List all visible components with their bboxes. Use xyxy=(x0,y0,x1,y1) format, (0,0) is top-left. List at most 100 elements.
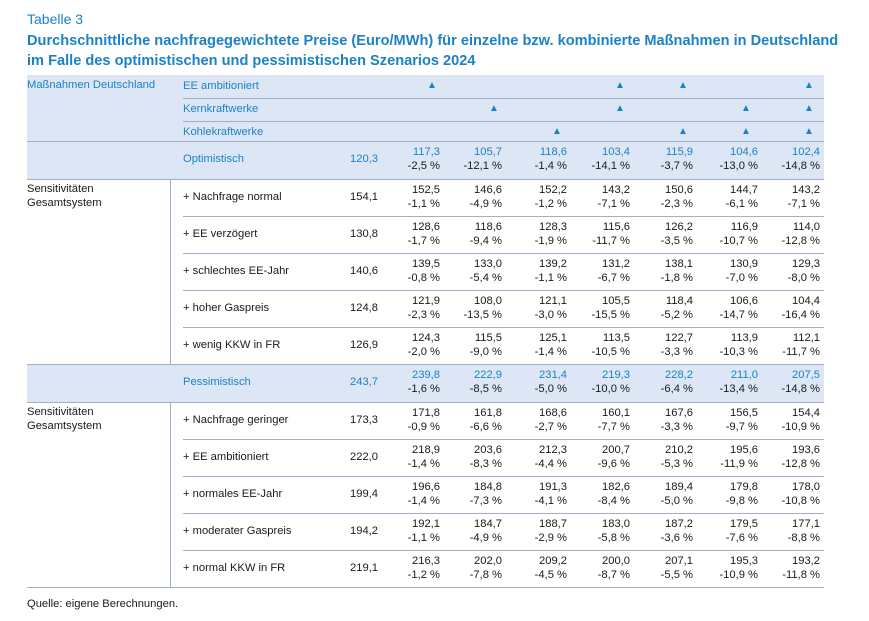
cell-value: 196,6 xyxy=(412,481,440,493)
cell-value: 118,4 xyxy=(665,295,693,307)
row-divider xyxy=(183,476,824,477)
cell-value: 104,4 xyxy=(792,295,820,307)
cell-change: -2,3 % xyxy=(660,198,693,210)
scenario-bottom-border xyxy=(27,402,824,403)
cell-value: 187,2 xyxy=(665,518,693,530)
cell-value: 156,5 xyxy=(730,407,758,419)
cell-change: -10,5 % xyxy=(591,346,630,358)
scenario-change: -14,1 % xyxy=(591,160,630,172)
cell-change: -4,9 % xyxy=(469,198,502,210)
row-divider xyxy=(183,550,824,551)
cell-change: -0,9 % xyxy=(407,421,440,433)
scenario-value: 104,6 xyxy=(730,146,758,158)
sensitivity-label: Sensitivitäten xyxy=(27,183,94,195)
cell-value: 121,1 xyxy=(539,295,567,307)
scenario-label: Pessimistisch xyxy=(183,376,251,388)
cell-value: 179,5 xyxy=(730,518,758,530)
header-measure-label: EE ambitioniert xyxy=(183,80,259,92)
cell-value: 200,0 xyxy=(602,555,630,567)
row-label: + moderater Gaspreis xyxy=(183,525,292,537)
cell-value: 218,9 xyxy=(412,444,440,456)
header-group-label: Maßnahmen Deutschland xyxy=(27,79,156,91)
triangle-marker-icon: ▲ xyxy=(804,103,814,114)
cell-value: 154,4 xyxy=(792,407,820,419)
scenario-value: 105,7 xyxy=(474,146,502,158)
cell-change: -3,6 % xyxy=(660,532,693,544)
scenario-value: 115,9 xyxy=(665,146,693,158)
cell-value: 189,4 xyxy=(665,481,693,493)
cell-value: 195,3 xyxy=(730,555,758,567)
cell-value: 184,8 xyxy=(474,481,502,493)
cell-change: -4,9 % xyxy=(469,532,502,544)
cell-change: -1,9 % xyxy=(534,235,567,247)
cell-change: -1,4 % xyxy=(407,458,440,470)
cell-value: 168,6 xyxy=(539,407,567,419)
cell-change: -4,1 % xyxy=(534,495,567,507)
cell-change: -2,9 % xyxy=(534,532,567,544)
cell-change: -9,4 % xyxy=(469,235,502,247)
cell-value: 122,7 xyxy=(665,332,693,344)
row-label: + hoher Gaspreis xyxy=(183,302,270,314)
cell-change: -1,1 % xyxy=(407,532,440,544)
cell-change: -2,0 % xyxy=(407,346,440,358)
cell-change: -10,9 % xyxy=(781,421,820,433)
cell-value: 121,9 xyxy=(412,295,440,307)
scenario-change: -1,6 % xyxy=(407,383,440,395)
cell-change: -7,0 % xyxy=(725,272,758,284)
header-divider xyxy=(183,98,824,99)
cell-change: -8,0 % xyxy=(787,272,820,284)
scenario-value: 211,0 xyxy=(730,369,758,381)
cell-change: -8,8 % xyxy=(787,532,820,544)
cell-change: -11,7 % xyxy=(592,235,630,247)
cell-change: -14,7 % xyxy=(719,309,758,321)
cell-value: 195,6 xyxy=(730,444,758,456)
scenario-bottom-border xyxy=(27,179,824,180)
cell-change: -9,0 % xyxy=(469,346,502,358)
cell-change: -10,3 % xyxy=(719,346,758,358)
row-label: + schlechtes EE-Jahr xyxy=(183,265,290,277)
cell-change: -1,2 % xyxy=(407,569,440,581)
scenario-value: 231,4 xyxy=(539,369,567,381)
row-base-value: 124,8 xyxy=(350,302,378,314)
cell-change: -1,4 % xyxy=(407,495,440,507)
scenario-value: 219,3 xyxy=(602,369,630,381)
cell-value: 183,0 xyxy=(602,518,630,530)
cell-change: -0,8 % xyxy=(407,272,440,284)
cell-change: -10,8 % xyxy=(781,495,820,507)
sensitivity-label: Gesamtsystem xyxy=(27,197,102,209)
cell-change: -10,9 % xyxy=(719,569,758,581)
row-base-value: 154,1 xyxy=(350,191,378,203)
cell-value: 113,9 xyxy=(730,332,758,344)
row-base-value: 173,3 xyxy=(350,414,378,426)
row-label: + wenig KKW in FR xyxy=(183,339,281,351)
cell-change: -6,1 % xyxy=(725,198,758,210)
cell-change: -9,7 % xyxy=(725,421,758,433)
cell-change: -1,1 % xyxy=(407,198,440,210)
cell-change: -7,3 % xyxy=(469,495,502,507)
cell-change: -7,8 % xyxy=(469,569,502,581)
cell-value: 212,3 xyxy=(539,444,567,456)
cell-value: 138,1 xyxy=(665,258,693,270)
cell-value: 126,2 xyxy=(665,221,693,233)
cell-value: 115,6 xyxy=(602,221,630,233)
cell-value: 128,6 xyxy=(412,221,440,233)
row-base-value: 222,0 xyxy=(350,451,378,463)
scenario-change: -10,0 % xyxy=(591,383,630,395)
cell-value: 130,9 xyxy=(730,258,758,270)
scenario-change: -14,8 % xyxy=(781,383,820,395)
header-measure-label: Kernkraftwerke xyxy=(183,103,259,115)
cell-change: -9,6 % xyxy=(597,458,630,470)
cell-change: -4,4 % xyxy=(534,458,567,470)
cell-change: -8,4 % xyxy=(597,495,630,507)
triangle-marker-icon: ▲ xyxy=(427,80,437,91)
cell-change: -5,3 % xyxy=(660,458,693,470)
scenario-change: -12,1 % xyxy=(463,160,502,172)
row-base-value: 130,8 xyxy=(350,228,378,240)
row-divider xyxy=(183,439,824,440)
scenario-base-value: 120,3 xyxy=(350,153,378,165)
cell-value: 131,2 xyxy=(602,258,630,270)
cell-value: 191,3 xyxy=(539,481,567,493)
row-base-value: 126,9 xyxy=(350,339,378,351)
cell-change: -1,8 % xyxy=(660,272,693,284)
row-divider xyxy=(183,216,824,217)
